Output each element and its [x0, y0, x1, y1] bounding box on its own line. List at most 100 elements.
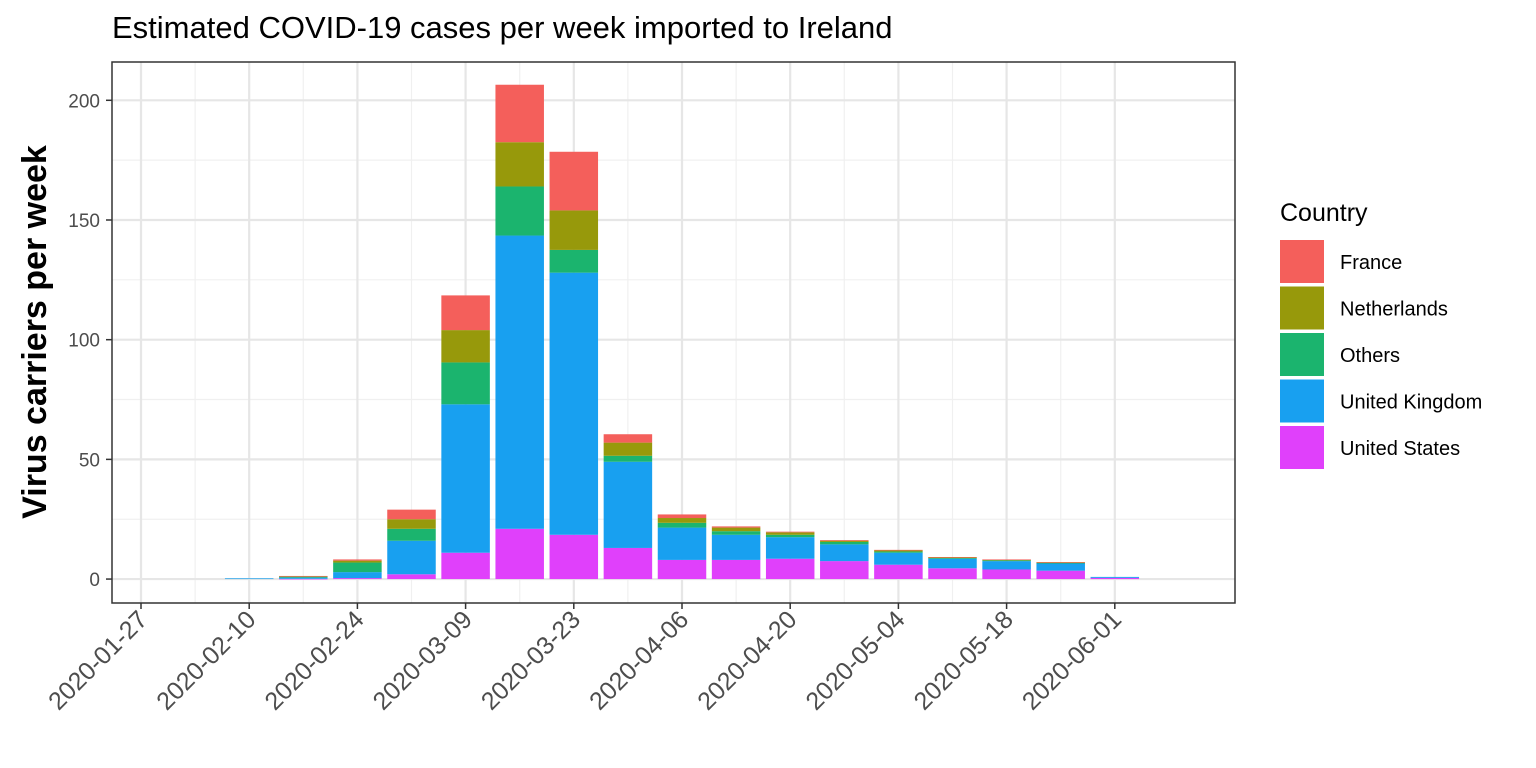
- bar-segment: [874, 551, 923, 553]
- y-tick-label: 100: [68, 331, 100, 352]
- bar-segment: [711, 526, 761, 528]
- x-tick-label: 2020-04-20: [692, 605, 802, 715]
- bar-segment: [1090, 577, 1140, 580]
- bar-segment: [765, 537, 815, 559]
- legend-label: France: [1340, 252, 1402, 274]
- bar-segment: [603, 455, 653, 462]
- x-tick-label: 2020-02-24: [259, 605, 369, 715]
- x-tick-label: 2020-05-04: [800, 605, 910, 715]
- bar-segment: [1036, 562, 1085, 564]
- bar-segment: [549, 272, 599, 535]
- x-tick-label: 2020-05-18: [909, 605, 1019, 715]
- bar-segment: [603, 461, 653, 548]
- bar-segment: [549, 210, 599, 250]
- legend-key: [1280, 333, 1324, 376]
- bar-segment: [928, 568, 977, 580]
- x-tick-label: 2020-01-27: [43, 605, 153, 715]
- bar-segment: [928, 557, 977, 559]
- bar-segment: [333, 560, 382, 563]
- y-tick-label: 50: [79, 450, 100, 471]
- bar-segment: [928, 557, 977, 558]
- bar-segment: [387, 540, 436, 575]
- x-tick-label: 2020-04-06: [584, 605, 694, 715]
- bar-segment: [657, 522, 707, 528]
- bar-segment: [387, 509, 436, 520]
- bar-segment: [874, 564, 923, 580]
- bar-segment: [982, 559, 1031, 561]
- bar-segment: [549, 249, 599, 273]
- bar-segment: [333, 559, 382, 561]
- y-tick-label: 150: [68, 211, 100, 232]
- bar-segment: [874, 550, 923, 552]
- legend: France Netherlands Others United Kingdom Uni…: [1280, 240, 1482, 469]
- bar-segment: [441, 404, 490, 553]
- bar-segment: [657, 527, 707, 560]
- bar-segment: [603, 442, 653, 456]
- x-tick-label: 2020-03-23: [476, 605, 586, 715]
- bar-segment: [387, 528, 436, 541]
- bar-segment: [1090, 576, 1140, 578]
- legend-key: [1280, 286, 1324, 330]
- bar-segment: [495, 528, 544, 580]
- plot-panel: 0 50 100 150 200 2020-01-272020-02-102020-02-…: [43, 61, 1236, 716]
- bar-segment: [224, 578, 274, 580]
- legend-key: [1280, 240, 1324, 283]
- bar-segment: [874, 552, 923, 565]
- y-axis-label: Virus carriers per week: [16, 145, 54, 519]
- bar-segment: [765, 558, 815, 580]
- bar-segment: [820, 540, 869, 542]
- bar-segment: [1036, 570, 1085, 580]
- x-tick-label: 2020-02-10: [151, 605, 261, 715]
- bar-segment: [387, 574, 436, 580]
- x-tick-label: 2020-03-09: [368, 605, 478, 715]
- bar-segment: [549, 151, 599, 211]
- bar-segment: [603, 434, 653, 443]
- bar-segment: [333, 572, 382, 579]
- bar-segment: [711, 534, 761, 560]
- bar-segment: [820, 540, 869, 541]
- chart-title: Estimated COVID-19 cases per week import…: [112, 10, 893, 45]
- bar-segment: [657, 514, 707, 519]
- legend-label: Others: [1340, 345, 1400, 367]
- bar-segment: [441, 295, 490, 331]
- bar-segment: [441, 362, 490, 405]
- bar-segment: [333, 562, 382, 573]
- bar-segment: [549, 534, 599, 580]
- y-tick-label: 0: [89, 570, 100, 591]
- bar-segment: [495, 142, 544, 187]
- bar-segment: [765, 532, 815, 535]
- legend-key: [1280, 426, 1324, 469]
- bar-segment: [495, 84, 544, 143]
- bar-segment: [279, 577, 328, 579]
- panel-border: [111, 61, 1236, 604]
- bar-segment: [441, 552, 490, 580]
- bar-segment: [603, 547, 653, 580]
- bar-segment: [279, 576, 328, 578]
- bar-segment: [982, 569, 1031, 580]
- x-tick-label: 2020-06-01: [1017, 605, 1127, 715]
- bar-segment: [279, 575, 328, 577]
- bar-segment: [711, 527, 761, 532]
- y-tick-label: 200: [68, 91, 100, 112]
- bar-segment: [711, 559, 761, 580]
- legend-label: Netherlands: [1340, 299, 1448, 321]
- bar-segment: [820, 561, 869, 580]
- bar-segment: [657, 559, 707, 580]
- bar-segment: [982, 561, 1031, 570]
- bar-segment: [765, 531, 815, 533]
- bar-segment: [874, 549, 923, 551]
- bar-segment: [441, 330, 490, 363]
- legend-label: United Kingdom: [1340, 392, 1482, 414]
- bar-segment: [928, 558, 977, 569]
- bar-segment: [765, 534, 815, 538]
- panel-background: [112, 62, 1235, 603]
- bar-segment: [1036, 562, 1085, 563]
- bar-segment: [333, 578, 382, 580]
- bar-segment: [387, 519, 436, 529]
- bar-segment: [495, 235, 544, 529]
- bar-segment: [657, 518, 707, 523]
- legend-label: United States: [1340, 438, 1460, 460]
- bar-segment: [279, 578, 328, 580]
- bar-segment: [711, 531, 761, 535]
